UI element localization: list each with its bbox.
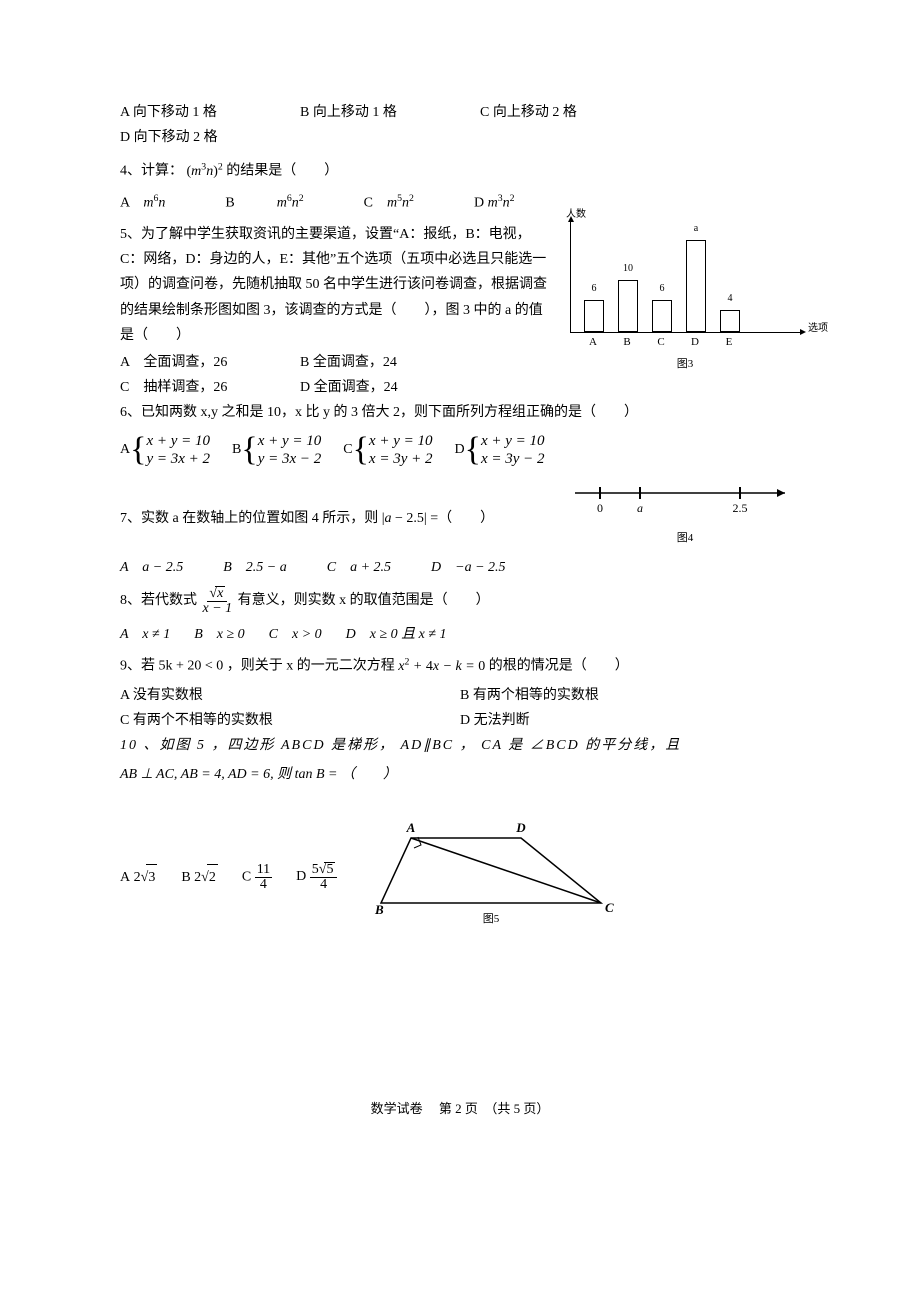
q8-post: 有意义，则实数 x 的取值范围是（ ）: [238, 593, 490, 608]
svg-text:图5: 图5: [483, 912, 500, 925]
q9-pre: 9、若 5k + 20 < 0 ，则关于 x 的一元二次方程: [120, 659, 398, 674]
q7-caption: 图4: [570, 529, 800, 549]
q6-optD: D{x + y = 10x = 3y − 2: [454, 432, 544, 468]
q10-line2: AB ⊥ AC, AB = 4, AD = 6, 则 tan B = （ ）: [120, 762, 800, 787]
q3-optA: A 向下移动 1 格: [120, 100, 300, 125]
q9-optD: D 无法判断: [460, 708, 800, 733]
q10-optD: D 554: [296, 862, 337, 892]
q9-stem: 9、若 5k + 20 < 0 ，则关于 x 的一元二次方程 x2 + 4x −…: [120, 653, 800, 679]
bar-C: 6: [645, 280, 679, 332]
page-footer: 数学试卷 第 2 页 （共 5 页）: [120, 1097, 800, 1120]
q5-optA: A 全面调查，26: [120, 350, 300, 375]
q9-options: A 没有实数根 B 有两个相等的实数根: [120, 683, 800, 708]
q6-optB: B{x + y = 10y = 3x − 2: [232, 432, 321, 468]
bar-B: 10: [611, 260, 645, 332]
q4-stem-pre: 4、计算：: [120, 164, 183, 179]
q8-optA: A x ≠ 1: [120, 622, 170, 647]
q4-expr: (m3n)2: [187, 164, 223, 179]
q5: 5、为了解中学生获取资讯的主要渠道，设置“A：报纸，B：电视，C：网络，D：身边…: [120, 222, 800, 400]
q9-optB: B 有两个相等的实数根: [460, 683, 800, 708]
q4-stem: 4、计算： (m3n)2 的结果是（ ）: [120, 158, 800, 184]
q4-optD: D m3n2: [474, 190, 515, 216]
x-axis-label: 选项: [808, 320, 828, 338]
q7-stem-pre: 7、实数 a 在数轴上的位置如图 4 所示，则: [120, 511, 378, 526]
svg-text:A: A: [406, 820, 416, 835]
q10-line1: 10 、如图 5 ，四边形 ABCD 是梯形， AD∥BC ， CA 是 ∠BC…: [120, 733, 800, 758]
q6-optA: A{x + y = 10y = 3x + 2: [120, 432, 210, 468]
tick-a: a: [637, 501, 643, 515]
tick-0: 0: [597, 501, 603, 515]
q7-abs: |a − 2.5|: [382, 511, 427, 526]
q7-optB: B 2.5 − a: [223, 555, 287, 580]
q4-optA: A m6n: [120, 190, 165, 216]
q7-stem-post: =（ ）: [430, 511, 494, 526]
bar-E: 4: [713, 290, 747, 332]
q5-optD: D 全面调查，24: [300, 375, 480, 400]
q8-stem: 8、若代数式 x x − 1 有意义，则实数 x 的取值范围是（ ）: [120, 586, 800, 616]
chart-x-labels: A B C D E: [570, 333, 800, 353]
q7-options: A a − 2.5 B 2.5 − a C a + 2.5 D −a − 2.5: [120, 555, 800, 580]
svg-text:D: D: [516, 820, 527, 835]
bar-D: a: [679, 220, 713, 332]
tick-2.5: 2.5: [733, 501, 748, 515]
q9-eq: x2 + 4x − k = 0: [398, 659, 485, 674]
q3-optB: B 向上移动 1 格: [300, 100, 480, 125]
q10-optC: C 114: [242, 863, 272, 892]
q8-optC: C x > 0: [269, 622, 322, 647]
q8-optD: D x ≥ 0 且 x ≠ 1: [346, 622, 447, 647]
bar-A: 6: [577, 280, 611, 332]
trapezoid-figure: A D B C 图5: [361, 818, 621, 937]
svg-text:C: C: [605, 900, 614, 915]
q7-optC: C a + 2.5: [327, 555, 391, 580]
q4-stem-post: 的结果是（ ）: [226, 164, 338, 179]
svg-text:B: B: [374, 902, 384, 917]
q5-chart-caption: 图3: [570, 355, 800, 375]
q7-optD: D −a − 2.5: [431, 555, 506, 580]
q4-optC: C m5n2: [364, 190, 414, 216]
q7: 7、实数 a 在数轴上的位置如图 4 所示，则 |a − 2.5| =（ ） 0…: [120, 478, 800, 549]
q5-chart: 人数 选项 6 10 6 a 4 A B C D E 图3: [570, 222, 800, 400]
q4-options: A m6n B m6n2 C m5n2 D m3n2: [120, 190, 800, 216]
q6-optC: C{x + y = 10x = 3y + 2: [343, 432, 432, 468]
q9-optA: A 没有实数根: [120, 683, 460, 708]
q8-pre: 8、若代数式: [120, 593, 197, 608]
q8-frac: x x − 1: [201, 586, 235, 616]
q10-options-row: A 23 B 22 C 114 D 554 A D B C 图5: [120, 818, 800, 937]
q8-optB: B x ≥ 0: [194, 622, 244, 647]
q9-optC: C 有两个不相等的实数根: [120, 708, 460, 733]
q3-optC: C 向上移动 2 格: [480, 100, 660, 125]
q10-optA: A 23: [120, 864, 157, 890]
q4-optB: B m6n2: [225, 190, 303, 216]
number-line: 0 a 2.5 图4: [570, 478, 800, 549]
chart-area: 选项 6 10 6 a 4: [570, 222, 800, 333]
q5-optB: B 全面调查，24: [300, 350, 480, 375]
q5-optC: C 抽样调查，26: [120, 375, 300, 400]
q6-options: A{x + y = 10y = 3x + 2 B{x + y = 10y = 3…: [120, 432, 800, 468]
q7-optA: A a − 2.5: [120, 555, 183, 580]
q9-post: 的根的情况是（ ）: [489, 659, 629, 674]
q10-optB: B 22: [181, 864, 218, 890]
q3-options: A 向下移动 1 格 B 向上移动 1 格 C 向上移动 2 格 D 向下移动 …: [120, 100, 800, 150]
q3-optD: D 向下移动 2 格: [120, 125, 300, 150]
q6-stem: 6、已知两数 x,y 之和是 10，x 比 y 的 3 倍大 2，则下面所列方程…: [120, 400, 800, 425]
q5-stem: 5、为了解中学生获取资讯的主要渠道，设置“A：报纸，B：电视，C：网络，D：身边…: [120, 222, 550, 348]
q8-options: A x ≠ 1 B x ≥ 0 C x > 0 D x ≥ 0 且 x ≠ 1: [120, 622, 800, 647]
